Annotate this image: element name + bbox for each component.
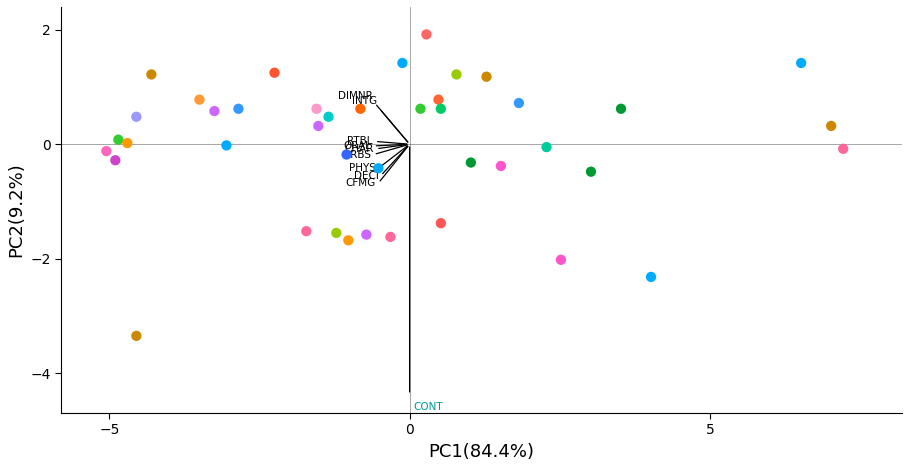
Point (353, 105, 367, 112)
Point (584, 168, 598, 176)
Point (644, 273, 658, 281)
Point (414, 105, 428, 112)
Point (267, 69, 282, 76)
Point (145, 71, 159, 78)
Text: DECI: DECI (354, 171, 378, 181)
Point (329, 229, 344, 237)
Text: RTBL: RTBL (347, 136, 373, 146)
Point (512, 99, 526, 107)
Text: CHAR: CHAR (345, 144, 374, 154)
Point (99, 147, 114, 155)
Point (192, 96, 206, 103)
Point (824, 122, 838, 130)
Point (614, 105, 628, 112)
Point (383, 233, 397, 241)
Point (836, 145, 851, 153)
Point (434, 105, 448, 112)
Point (231, 105, 245, 112)
Point (554, 256, 568, 263)
Point (539, 143, 554, 151)
Point (219, 142, 234, 149)
Point (371, 165, 385, 172)
Text: PHYS: PHYS (349, 163, 376, 173)
Point (794, 59, 808, 67)
Text: CONT: CONT (414, 402, 443, 412)
Y-axis label: PC2(9.2%): PC2(9.2%) (7, 163, 25, 257)
Point (449, 71, 464, 78)
Text: DIMNR: DIMNR (337, 91, 373, 101)
Point (311, 122, 325, 130)
Text: ORAL: ORAL (344, 141, 371, 151)
Point (299, 227, 314, 235)
Point (464, 159, 478, 166)
Point (129, 113, 144, 121)
Point (431, 96, 445, 103)
Point (111, 136, 125, 143)
Point (395, 59, 410, 67)
Point (339, 151, 354, 158)
Point (341, 237, 355, 244)
X-axis label: PC1(84.4%): PC1(84.4%) (429, 443, 534, 461)
Text: INTG: INTG (352, 96, 377, 107)
Point (359, 231, 374, 238)
Point (479, 73, 494, 80)
Point (108, 156, 123, 164)
Text: PRBS: PRBS (345, 150, 371, 160)
Point (419, 31, 434, 38)
Point (494, 162, 508, 170)
Point (129, 332, 144, 340)
Point (120, 139, 135, 147)
Point (207, 107, 222, 115)
Point (309, 105, 324, 112)
Point (321, 113, 335, 121)
Point (434, 219, 448, 227)
Text: CFMG: CFMG (345, 178, 376, 188)
